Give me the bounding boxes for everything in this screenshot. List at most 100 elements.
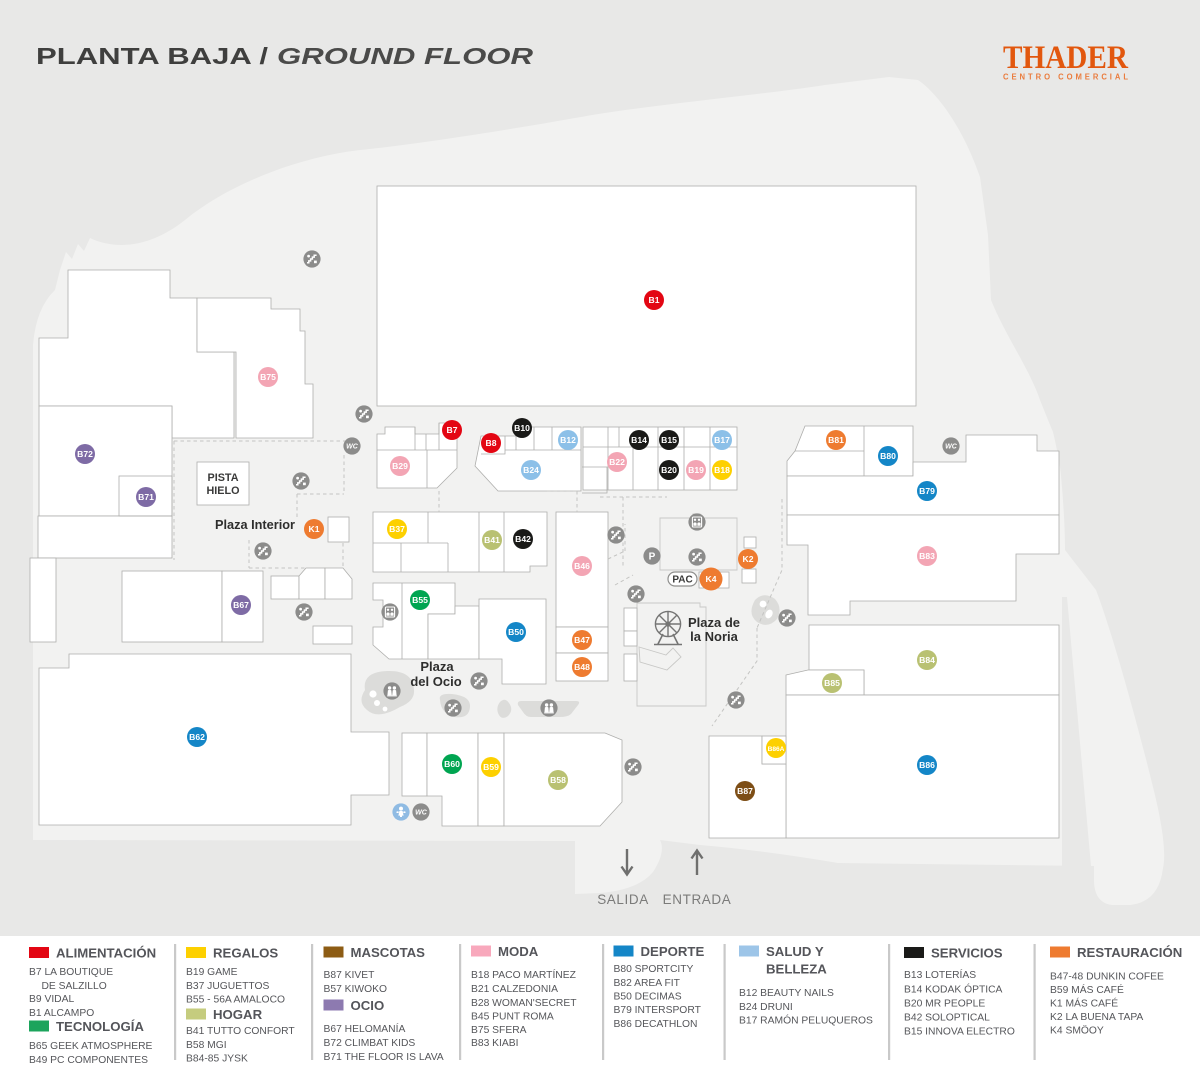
svg-text:MASCOTAS: MASCOTAS (351, 945, 426, 960)
svg-text:B46: B46 (574, 561, 590, 571)
svg-text:B42: B42 (515, 534, 531, 544)
svg-text:B29: B29 (392, 461, 408, 471)
svg-text:B41: B41 (484, 535, 500, 545)
svg-text:B75 SFERA: B75 SFERA (471, 1025, 527, 1036)
svg-text:B72: B72 (77, 449, 93, 459)
svg-text:B83: B83 (919, 551, 935, 561)
svg-text:K2: K2 (743, 554, 754, 564)
svg-text:HOGAR: HOGAR (213, 1007, 263, 1022)
svg-text:B71: B71 (138, 492, 154, 502)
svg-text:B15: B15 (661, 435, 677, 445)
svg-text:B65 GEEK ATMOSPHERE: B65 GEEK ATMOSPHERE (29, 1041, 153, 1052)
svg-text:REGALOS: REGALOS (213, 946, 278, 961)
svg-text:B14 KODAK ÓPTICA: B14 KODAK ÓPTICA (904, 983, 1003, 996)
svg-text:B12 BEAUTY NAILS: B12 BEAUTY NAILS (739, 988, 834, 999)
svg-text:B87 KIVET: B87 KIVET (324, 970, 376, 981)
svg-text:B1: B1 (649, 295, 660, 305)
svg-text:PISTA: PISTA (208, 472, 239, 484)
svg-text:B86 DECATHLON: B86 DECATHLON (614, 1019, 698, 1030)
svg-text:SERVICIOS: SERVICIOS (931, 946, 1003, 961)
svg-text:B67: B67 (233, 600, 249, 610)
svg-text:B55: B55 (412, 595, 428, 605)
svg-text:B8: B8 (486, 438, 497, 448)
svg-text:K1 MÁS CAFÉ: K1 MÁS CAFÉ (1050, 997, 1118, 1010)
svg-text:CENTRO COMERCIAL: CENTRO COMERCIAL (1003, 73, 1131, 82)
svg-text:K4 SMÖOY: K4 SMÖOY (1050, 1025, 1104, 1037)
svg-text:B18: B18 (714, 465, 730, 475)
svg-text:B48: B48 (574, 662, 590, 672)
svg-text:B13 LOTERÍAS: B13 LOTERÍAS (904, 968, 976, 981)
svg-text:B50 DECIMAS: B50 DECIMAS (614, 992, 682, 1003)
svg-text:B37 JUGUETTOS: B37 JUGUETTOS (186, 981, 269, 992)
svg-text:HIELO: HIELO (207, 485, 240, 497)
svg-text:B80: B80 (880, 451, 896, 461)
svg-text:B18 PACO MARTÍNEZ: B18 PACO MARTÍNEZ (471, 968, 576, 981)
svg-text:del Ocio: del Ocio (410, 674, 461, 689)
svg-text:THADER: THADER (1003, 40, 1129, 76)
svg-text:B20 MR PEOPLE: B20 MR PEOPLE (904, 999, 985, 1010)
svg-text:B58 MGI: B58 MGI (186, 1040, 227, 1051)
svg-text:K1: K1 (309, 524, 320, 534)
svg-text:B47-48 DUNKIN COFEE: B47-48 DUNKIN COFEE (1050, 972, 1164, 983)
svg-text:B71 THE FLOOR IS LAVA: B71 THE FLOOR IS LAVA (324, 1052, 444, 1063)
svg-text:B84-85 JYSK: B84-85 JYSK (186, 1054, 248, 1065)
svg-text:B79 INTERSPORT: B79 INTERSPORT (614, 1005, 702, 1016)
svg-text:B57 KIWOKO: B57 KIWOKO (324, 984, 388, 995)
svg-text:B7: B7 (447, 425, 458, 435)
svg-text:DEPORTE: DEPORTE (641, 944, 705, 959)
svg-text:B21 CALZEDONIA: B21 CALZEDONIA (471, 984, 558, 995)
svg-text:B42 SOLOPTICAL: B42 SOLOPTICAL (904, 1013, 990, 1024)
svg-text:B17 RAMÓN PELUQUEROS: B17 RAMÓN PELUQUEROS (739, 1014, 873, 1027)
svg-text:B62: B62 (189, 732, 205, 742)
svg-text:SALIDA: SALIDA (597, 892, 649, 907)
svg-text:B79: B79 (919, 486, 935, 496)
svg-text:DE SALZILLO: DE SALZILLO (42, 981, 107, 992)
svg-text:B55 - 56A AMALOCO: B55 - 56A AMALOCO (186, 995, 285, 1006)
svg-text:B41 TUTTO CONFORT: B41 TUTTO CONFORT (186, 1026, 295, 1037)
svg-text:Plaza Interior: Plaza Interior (215, 517, 295, 532)
svg-text:PLANTA BAJA /: PLANTA BAJA / (36, 43, 269, 69)
svg-text:Plaza: Plaza (420, 659, 454, 674)
svg-text:B45 PUNT ROMA: B45 PUNT ROMA (471, 1012, 554, 1023)
svg-text:B84: B84 (919, 655, 935, 665)
svg-text:B58: B58 (550, 775, 566, 785)
svg-text:Plaza de: Plaza de (688, 615, 740, 630)
svg-text:B1 ALCAMPO: B1 ALCAMPO (29, 1008, 94, 1019)
svg-text:B67 HELOMANÍA: B67 HELOMANÍA (324, 1022, 406, 1035)
svg-text:B50: B50 (508, 627, 524, 637)
svg-text:B86A: B86A (768, 746, 785, 753)
svg-text:GROUND FLOOR: GROUND FLOOR (277, 43, 533, 69)
svg-text:B82 AREA FIT: B82 AREA FIT (614, 978, 681, 989)
svg-text:B17: B17 (714, 435, 730, 445)
svg-text:B7 LA BOUTIQUE: B7 LA BOUTIQUE (29, 967, 113, 978)
svg-text:B59 MÁS CAFÉ: B59 MÁS CAFÉ (1050, 983, 1124, 996)
svg-text:B10: B10 (514, 423, 530, 433)
svg-text:B86: B86 (919, 760, 935, 770)
svg-text:B59: B59 (483, 762, 499, 772)
svg-text:B85: B85 (824, 678, 840, 688)
svg-text:K2 LA BUENA TAPA: K2 LA BUENA TAPA (1050, 1012, 1143, 1023)
svg-text:B19 GAME: B19 GAME (186, 967, 238, 978)
svg-text:B15 INNOVA ELECTRO: B15 INNOVA ELECTRO (904, 1027, 1015, 1038)
svg-text:B72 CLIMBAT KIDS: B72 CLIMBAT KIDS (324, 1038, 416, 1049)
svg-text:B80 SPORTCITY: B80 SPORTCITY (614, 964, 694, 975)
svg-text:ALIMENTACIÓN: ALIMENTACIÓN (56, 946, 156, 961)
svg-text:B83 KIABI: B83 KIABI (471, 1038, 519, 1049)
svg-text:B87: B87 (737, 786, 753, 796)
svg-text:BELLEZA: BELLEZA (766, 962, 827, 977)
svg-text:B47: B47 (574, 635, 590, 645)
svg-text:RESTAURACIÓN: RESTAURACIÓN (1077, 945, 1182, 960)
svg-text:B22: B22 (609, 457, 625, 467)
svg-text:B14: B14 (631, 435, 647, 445)
svg-text:la Noria: la Noria (690, 629, 738, 644)
svg-text:SALUD Y: SALUD Y (766, 944, 824, 959)
svg-text:OCIO: OCIO (351, 998, 385, 1013)
svg-text:B81: B81 (828, 435, 844, 445)
svg-text:MODA: MODA (498, 944, 539, 959)
svg-text:B60: B60 (444, 759, 460, 769)
svg-text:ENTRADA: ENTRADA (663, 892, 732, 907)
svg-text:B37: B37 (389, 524, 405, 534)
svg-text:B24 DRUNI: B24 DRUNI (739, 1002, 793, 1013)
svg-text:B12: B12 (560, 435, 576, 445)
svg-text:K4: K4 (706, 574, 717, 584)
